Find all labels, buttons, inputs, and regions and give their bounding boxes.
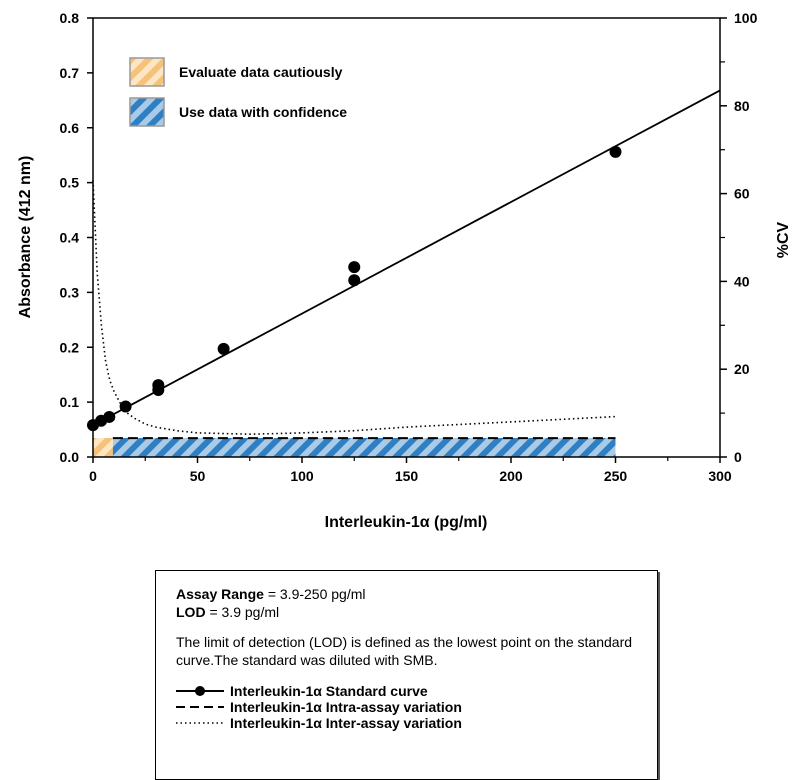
x-tick-label: 200 bbox=[499, 468, 523, 484]
y2-tick-label: 40 bbox=[734, 273, 750, 289]
y-axis-title: Absorbance (412 nm) bbox=[17, 156, 34, 319]
data-point bbox=[609, 145, 622, 158]
legend-label-confidence: Use data with confidence bbox=[179, 104, 347, 120]
x-tick-label: 250 bbox=[604, 468, 628, 484]
standard-curve-fit-line bbox=[92, 89, 721, 426]
inter-assay-dotted-line-icon bbox=[176, 722, 224, 724]
y2-tick-label: 100 bbox=[734, 10, 758, 26]
axes: 0 50 100 150 200 250 3000.00.10.20.30.40.50.60… bbox=[60, 10, 758, 484]
x-tick-label: 0 bbox=[89, 468, 97, 484]
data-point bbox=[348, 261, 361, 274]
line-key: Interleukin-1α Standard curve Interleuki… bbox=[176, 683, 637, 731]
assay-range-line: Assay Range = 3.9-250 pg/ml bbox=[176, 585, 637, 603]
lod-label: LOD bbox=[176, 604, 206, 620]
y2-tick-label: 60 bbox=[734, 186, 750, 202]
x-tick-label: 50 bbox=[190, 468, 206, 484]
legend-swatch-cautious bbox=[129, 57, 165, 87]
legend-swatch-confidence bbox=[129, 97, 165, 127]
x-axis-title: Interleukin-1α (pg/ml) bbox=[325, 514, 488, 531]
data-point bbox=[348, 274, 361, 287]
y-tick-label: 0.4 bbox=[60, 230, 80, 246]
regions bbox=[93, 438, 616, 457]
assay-range-value: = 3.9-250 pg/ml bbox=[263, 586, 366, 602]
y2-tick-label: 20 bbox=[734, 361, 750, 377]
y2-tick-label: 0 bbox=[734, 449, 742, 465]
y-tick-label: 0.8 bbox=[60, 10, 80, 26]
key-intra-assay: Interleukin-1α Intra-assay variation bbox=[176, 699, 637, 715]
chart-legend: Evaluate data cautiously Use data with c… bbox=[129, 57, 347, 127]
y-tick-label: 0.3 bbox=[60, 284, 80, 300]
y-tick-label: 0.7 bbox=[60, 65, 80, 81]
region-confidence bbox=[112, 438, 616, 457]
x-tick-label: 150 bbox=[395, 468, 419, 484]
y-tick-label: 0.6 bbox=[60, 120, 80, 136]
y2-tick-label: 80 bbox=[734, 98, 750, 114]
lod-line: LOD = 3.9 pg/ml bbox=[176, 603, 637, 621]
key-inter-assay-label: Interleukin-1α Inter-assay variation bbox=[230, 715, 462, 731]
y-tick-label: 0.5 bbox=[60, 175, 80, 191]
lod-description: The limit of detection (LOD) is defined … bbox=[176, 634, 633, 668]
y-tick-label: 0.0 bbox=[60, 449, 80, 465]
intra-assay-dashed-line-icon bbox=[176, 706, 224, 708]
lod-value: = 3.9 pg/ml bbox=[205, 604, 280, 620]
key-standard-curve-label: Interleukin-1α Standard curve bbox=[230, 683, 428, 699]
y2-axis-title: %CV bbox=[775, 221, 792, 258]
legend-label-cautious: Evaluate data cautiously bbox=[179, 64, 343, 80]
chart: 0 50 100 150 200 250 3000.00.10.20.30.40.50.60… bbox=[17, 10, 792, 531]
key-intra-assay-label: Interleukin-1α Intra-assay variation bbox=[230, 699, 462, 715]
data-point bbox=[217, 342, 230, 355]
series-layer bbox=[87, 89, 721, 440]
standard-curve-line-icon bbox=[176, 686, 224, 696]
y-tick-label: 0.2 bbox=[60, 339, 80, 355]
x-tick-label: 300 bbox=[708, 468, 732, 484]
key-inter-assay: Interleukin-1α Inter-assay variation bbox=[176, 715, 637, 731]
y-tick-label: 0.1 bbox=[60, 394, 80, 410]
assay-info-box: Assay Range = 3.9-250 pg/ml LOD = 3.9 pg… bbox=[155, 570, 658, 780]
plot-frame bbox=[92, 17, 721, 458]
x-tick-label: 100 bbox=[290, 468, 314, 484]
assay-range-label: Assay Range bbox=[176, 586, 264, 602]
inter-assay-line bbox=[92, 180, 616, 436]
key-standard-curve: Interleukin-1α Standard curve bbox=[176, 683, 637, 699]
region-cautious bbox=[93, 438, 113, 457]
